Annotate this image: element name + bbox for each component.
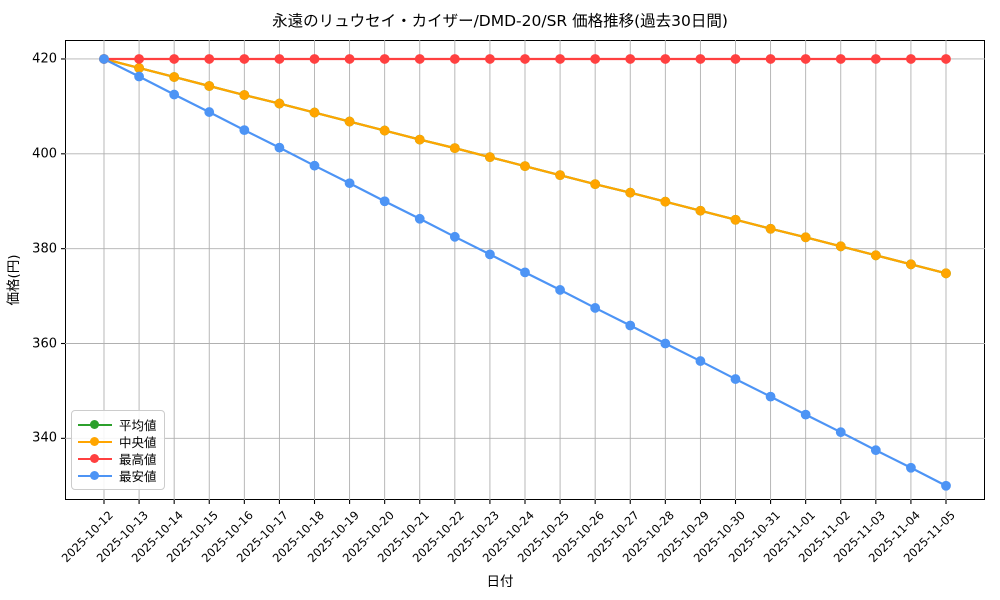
y-tick-label: 380: [32, 241, 57, 257]
chart-title: 永遠のリュウセイ・カイザー/DMD-20/SR 価格推移(過去30日間): [272, 12, 728, 30]
legend-swatch-icon: [78, 418, 112, 432]
legend-swatch-icon: [78, 452, 112, 466]
x-axis-ticks: [103, 500, 947, 504]
y-tick-label: 420: [32, 51, 57, 67]
plot-area: [65, 40, 985, 500]
y-tick-label: 360: [32, 336, 57, 351]
y-tick-label: 400: [32, 146, 57, 162]
chart-legend: 平均値 中央値 最高値最安値: [71, 410, 165, 490]
y-tick-label: 340: [32, 430, 57, 446]
legend-item-3[interactable]: 最安値: [78, 467, 157, 484]
legend-label: 最安値: [119, 469, 157, 484]
x-axis-label: 日付: [486, 574, 514, 590]
legend-item-0[interactable]: 平均値: [78, 416, 157, 433]
legend-item-1[interactable]: 中央値: [78, 433, 157, 450]
legend-item-2[interactable]: 最高値: [78, 450, 157, 467]
legend-swatch-icon: [78, 435, 112, 449]
legend-swatch-icon: [78, 469, 112, 483]
